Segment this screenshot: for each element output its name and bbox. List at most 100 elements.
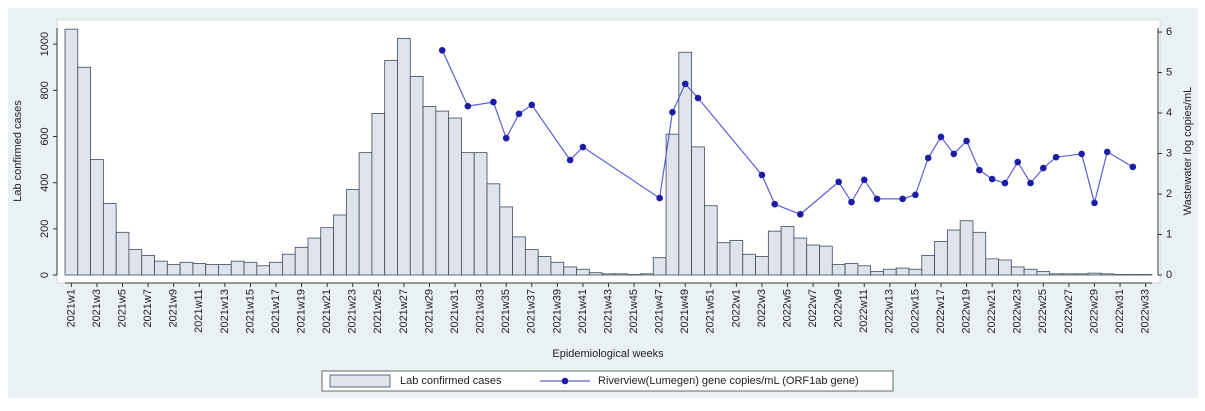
x-tick-label: 2021w43 — [602, 289, 614, 334]
bar — [1062, 274, 1075, 275]
bar — [525, 250, 538, 275]
bar — [1075, 274, 1088, 275]
line-marker — [1078, 151, 1085, 158]
line-marker — [861, 177, 868, 184]
x-tick-label: 2021w9 — [168, 289, 180, 328]
bar — [615, 274, 628, 275]
line-marker — [490, 99, 497, 106]
bar — [1011, 267, 1024, 275]
bar — [91, 160, 104, 275]
bar — [858, 266, 871, 275]
x-tick-label: 2021w47 — [654, 289, 666, 334]
y2-tick-label: 0 — [1166, 269, 1172, 281]
bar — [244, 262, 257, 275]
bar — [346, 190, 359, 275]
y-tick-label: 600 — [39, 127, 51, 145]
line-marker — [976, 167, 983, 174]
bar — [193, 263, 206, 275]
line-marker — [938, 134, 945, 141]
bar — [704, 206, 717, 275]
line-marker — [899, 196, 906, 203]
bar — [231, 261, 244, 275]
line-marker — [848, 199, 855, 206]
bar — [218, 265, 231, 275]
line-marker — [656, 195, 663, 202]
x-tick-label: 2021w41 — [577, 289, 589, 334]
x-tick-label: 2021w23 — [347, 289, 359, 334]
line-marker — [1040, 165, 1047, 172]
bar — [142, 255, 155, 275]
x-tick-label: 2022w7 — [807, 289, 819, 328]
x-axis-title: Epidemiological weeks — [552, 348, 664, 360]
x-tick-label: 2021w51 — [705, 289, 717, 334]
x-tick-label: 2021w25 — [372, 289, 384, 334]
y-tick-label: 400 — [39, 173, 51, 191]
x-tick-label: 2021w19 — [295, 289, 307, 334]
line-marker — [835, 179, 842, 186]
line-marker — [1091, 200, 1098, 207]
bar — [180, 262, 193, 275]
line-marker — [912, 192, 919, 199]
bar — [999, 260, 1012, 275]
legend-label: Lab confirmed cases — [400, 375, 502, 387]
bar — [513, 237, 526, 275]
x-tick-label: 2021w7 — [142, 289, 154, 328]
x-tick-label: 2021w11 — [193, 289, 205, 333]
bar — [1101, 274, 1114, 275]
bar — [871, 272, 884, 275]
bar — [935, 242, 948, 275]
x-tick-label: 2022w13 — [884, 289, 896, 334]
bar — [206, 265, 219, 275]
line-marker — [669, 109, 676, 116]
bar — [743, 254, 756, 275]
y2-tick-label: 5 — [1166, 66, 1172, 78]
line-marker — [1053, 154, 1060, 161]
y-tick-label: 800 — [39, 81, 51, 99]
bar — [397, 38, 410, 275]
x-tick-label: 2021w3 — [91, 289, 103, 328]
bar — [372, 113, 385, 275]
line-marker — [567, 157, 574, 164]
bar — [730, 240, 743, 275]
line-marker — [503, 135, 510, 142]
x-tick-label: 2021w31 — [449, 289, 461, 334]
bar — [845, 263, 858, 275]
x-tick-label: 2022w1 — [730, 289, 742, 328]
x-tick-label: 2022w29 — [1088, 289, 1100, 334]
y2-tick-label: 6 — [1166, 26, 1172, 38]
bar — [692, 147, 705, 275]
x-tick-label: 2022w33 — [1140, 289, 1152, 334]
bar — [577, 269, 590, 275]
y-axis-title: Lab confirmed cases — [12, 100, 24, 202]
bar — [308, 238, 321, 275]
bar — [896, 268, 909, 275]
x-tick-label: 2021w35 — [500, 289, 512, 334]
y2-tick-label: 4 — [1166, 107, 1172, 119]
bar — [270, 262, 283, 275]
line-marker — [528, 102, 535, 109]
line-marker — [682, 81, 689, 88]
bar — [768, 231, 781, 275]
bar — [167, 265, 180, 275]
x-tick-label: 2021w21 — [321, 289, 333, 334]
x-tick-label: 2021w29 — [423, 289, 435, 334]
line-marker — [950, 151, 957, 158]
line-marker — [439, 47, 446, 54]
bar — [282, 254, 295, 275]
x-tick-label: 2021w13 — [219, 289, 231, 334]
bar — [973, 232, 986, 275]
x-tick-label: 2021w39 — [551, 289, 563, 334]
line-marker — [989, 176, 996, 183]
bar — [461, 153, 474, 275]
bar — [564, 267, 577, 275]
bar — [1088, 273, 1101, 275]
legend-swatch — [330, 375, 390, 387]
bar — [589, 273, 602, 275]
bar — [883, 269, 896, 275]
line-marker — [771, 201, 778, 208]
x-tick-label: 2021w15 — [244, 289, 256, 334]
legend-marker — [562, 378, 569, 385]
bar — [1024, 269, 1037, 275]
x-tick-label: 2021w49 — [679, 289, 691, 334]
